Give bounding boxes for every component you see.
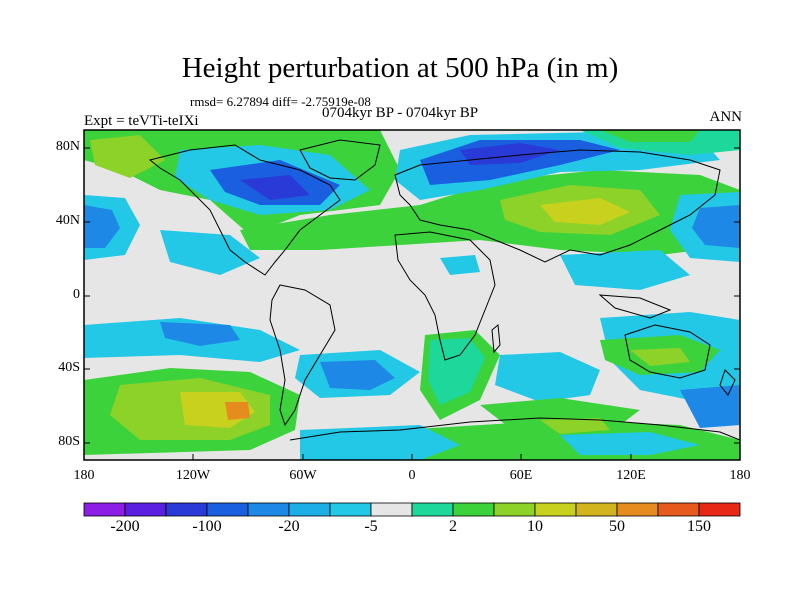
rmsd-stats: rmsd= 6.27894 diff= -2.75919e-08 (190, 94, 371, 109)
contour-lightblue-indian (495, 352, 600, 402)
x-tick-0: 0 (408, 468, 416, 483)
contour-teal-south-africa (428, 338, 485, 405)
contour-yellowdeep-asia (540, 198, 630, 225)
axis-tick-marks (84, 147, 740, 460)
x-tick-120w: 120W (175, 468, 211, 483)
coast-indonesia (598, 294, 672, 319)
colorbar-box-7 (329, 502, 372, 517)
coast-new-zealand (719, 369, 736, 396)
colorbar-box-12 (534, 502, 577, 517)
contour-yellow-australia (630, 348, 690, 366)
x-tick-60e: 60E (509, 468, 533, 483)
coast-africa (394, 231, 496, 361)
contour-deepblue-south-atlantic (320, 360, 395, 390)
contour-lightblue-africa (440, 255, 480, 275)
y-tick-0: 0 (73, 287, 80, 302)
coast-madagascar (491, 324, 501, 354)
colorbar-box-16 (698, 502, 741, 517)
coastlines (148, 139, 740, 441)
colorbar-label-2: -100 (192, 518, 222, 535)
coast-north-america (148, 144, 341, 276)
contour-lightblue-antarctic-east (560, 432, 700, 455)
colorbar-box-3 (165, 502, 208, 517)
coast-south-america (269, 284, 336, 427)
colorbar-box-11 (493, 502, 536, 517)
x-tick-180-right: 180 (729, 468, 751, 483)
colorbar-box-2 (124, 502, 167, 517)
colorbar-box-13 (575, 502, 618, 517)
colorbar-label-4: -5 (364, 518, 378, 535)
colorbar-box-1 (83, 502, 126, 517)
contour-green-arctic (600, 130, 700, 142)
contour-yellow-southern-ocean (540, 418, 610, 434)
colorbar-box-15 (657, 502, 700, 517)
coast-greenland (299, 139, 381, 181)
x-tick-120e: 120E (616, 468, 646, 483)
colorbar-box-14 (616, 502, 659, 517)
contour-lightblue-eastern-pacific (160, 230, 260, 275)
y-tick-40s: 40S (58, 360, 80, 375)
colorbar-box-4 (206, 502, 249, 517)
colorbar-box-5 (247, 502, 290, 517)
coast-eurasia (394, 149, 721, 263)
x-tick-60w: 60W (289, 468, 317, 483)
contour-orange-south-america (225, 402, 250, 420)
contour-deepblue-pacific-west (84, 205, 120, 248)
contour-darkblue-eurasia (460, 143, 560, 165)
colorbar-label-5: 2 (449, 518, 457, 535)
experiment-label: Expt = teVTi-teIXi (84, 113, 199, 129)
colorbar-label-6: 10 (527, 518, 543, 535)
colorbar-box-8 (370, 502, 413, 517)
contour-darkblue-north-america (240, 175, 310, 200)
contour-deepblue-south-pacific (160, 322, 240, 346)
y-tick-80s: 80S (58, 434, 80, 449)
y-tick-40n: 40N (55, 213, 80, 228)
contour-lightblue-antarctic (300, 425, 460, 460)
contour-yellow-north-america (90, 135, 165, 178)
colorbar-box-6 (288, 502, 331, 517)
y-tick-80n: 80N (55, 139, 80, 154)
colorbar-box-10 (452, 502, 495, 517)
contour-lightblue-asia-south (560, 250, 690, 290)
coast-australia (624, 324, 711, 379)
colorbar (83, 502, 741, 517)
coast-antarctica (289, 417, 740, 441)
colorbar-label-3: -20 (278, 518, 300, 535)
contour-deepblue-pacific-east (692, 205, 740, 248)
x-tick-180-left: 180 (73, 468, 95, 483)
colorbar-label-8: 150 (687, 518, 711, 535)
contour-field (84, 130, 740, 460)
season-label: ANN (709, 109, 743, 125)
plot-subtitle: 0704kyr BP - 0704kyr BP (321, 105, 479, 121)
plot-title: Height perturbation at 500 hPa (in m) (181, 52, 619, 84)
colorbar-label-7: 50 (609, 518, 625, 535)
colorbar-box-9 (411, 502, 454, 517)
contour-deepblue-pacific-south (680, 385, 740, 428)
colorbar-label-1: -200 (110, 518, 140, 535)
